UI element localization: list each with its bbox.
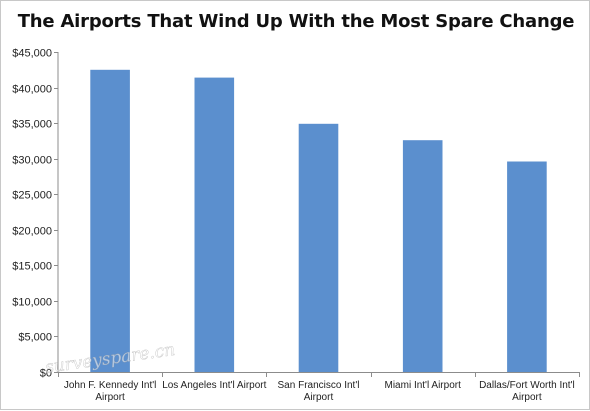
bar — [402, 140, 443, 372]
category-label: Airport — [95, 392, 125, 403]
y-tick-label: $45,000 — [12, 48, 52, 60]
y-tick-label: $5,000 — [18, 332, 52, 344]
bar — [194, 77, 235, 372]
category-label: Miami Int'l Airport — [385, 380, 462, 391]
y-tick-label: $40,000 — [12, 84, 52, 96]
category-label: Los Angeles Int'l Airport — [162, 380, 266, 391]
category-label: Airport — [304, 392, 334, 403]
bar — [298, 123, 339, 372]
y-tick-label: $35,000 — [12, 119, 52, 131]
bar — [507, 161, 547, 372]
y-axis: $0 $5,000 $10,000 $15,000 $20,000 $25,000 $30,… — [12, 48, 59, 380]
y-tick-label: $30,000 — [12, 155, 52, 167]
y-tick-label: $20,000 — [12, 226, 52, 238]
bars — [90, 69, 547, 373]
category-label: Dallas/Fort Worth Int'l — [479, 380, 575, 391]
y-tick-label: $25,000 — [12, 190, 52, 202]
bar — [90, 69, 130, 373]
y-tick-label: $0 — [40, 368, 52, 380]
chart-title: The Airports That Wind Up With the Most … — [17, 11, 575, 32]
y-tick-label: $10,000 — [12, 297, 52, 309]
category-label: Airport — [512, 392, 542, 403]
category-label: John F. Kennedy Int'l — [64, 380, 157, 391]
category-label: San Francisco Int'l — [278, 380, 360, 391]
y-tick-label: $15,000 — [12, 261, 52, 273]
